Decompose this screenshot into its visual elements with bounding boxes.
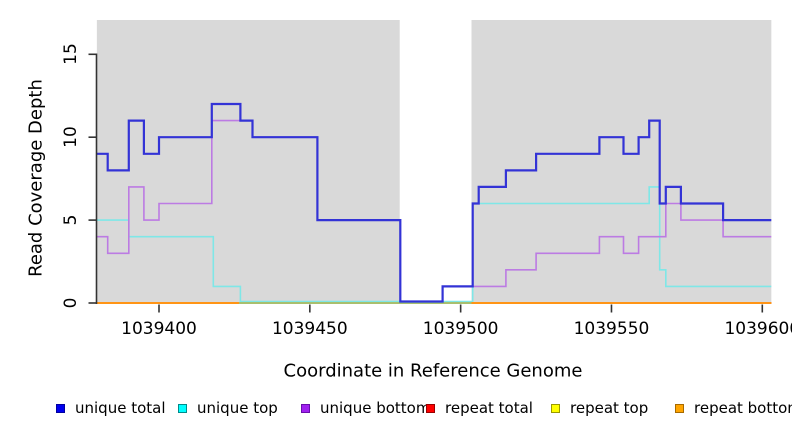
legend-item: repeat top	[551, 399, 649, 417]
legend-label: repeat bottom	[694, 399, 792, 417]
x-tick-label: 1039400	[121, 319, 197, 339]
shaded-region	[471, 20, 772, 303]
legend-item: repeat total	[426, 399, 533, 417]
legend-label: unique top	[197, 399, 278, 417]
legend-swatch-unique-bottom	[301, 403, 310, 413]
legend-swatch-unique-top	[178, 403, 187, 413]
legend-swatch-unique-total	[56, 403, 65, 413]
x-tick-label: 1039450	[271, 319, 348, 339]
legend-swatch-repeat-bottom	[675, 403, 684, 413]
y-axis-label: Read Coverage Depth	[25, 79, 47, 277]
y-tick-label: 5	[61, 214, 81, 226]
y-tick-label: 15	[61, 43, 81, 66]
legend-item: unique top	[178, 399, 278, 417]
x-tick-label: 1039550	[573, 319, 650, 339]
legend-label: repeat top	[570, 399, 649, 417]
legend-label: unique bottom	[320, 399, 431, 417]
legend-swatch-repeat-top	[551, 403, 560, 413]
legend-label: unique total	[75, 399, 166, 417]
legend-label: repeat total	[445, 399, 533, 417]
shaded-region	[96, 20, 400, 303]
x-axis-label: Coordinate in Reference Genome	[283, 360, 583, 382]
legend-item: repeat bottom	[675, 399, 792, 417]
legend-item: unique total	[56, 399, 166, 417]
legend-item: unique bottom	[301, 399, 431, 417]
y-tick-label: 0	[61, 297, 81, 309]
y-tick-label: 10	[61, 126, 81, 149]
legend-swatch-repeat-total	[426, 403, 435, 413]
series-unique-total	[96, 102, 772, 303]
x-tick-label: 1039500	[422, 319, 499, 339]
